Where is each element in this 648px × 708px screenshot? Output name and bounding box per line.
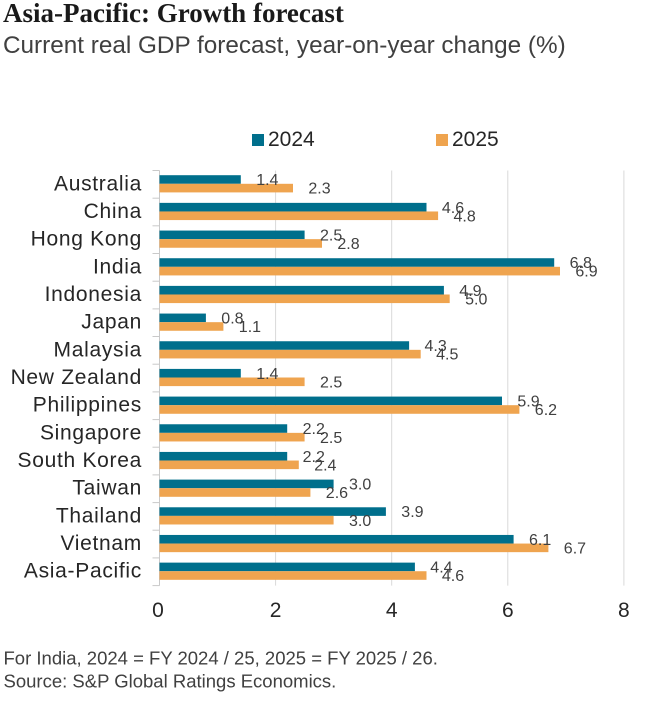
svg-text:Australia: Australia [54,172,142,195]
svg-text:2.4: 2.4 [314,457,336,474]
svg-text:1.4: 1.4 [256,172,278,189]
svg-text:2.8: 2.8 [337,236,359,253]
svg-text:Vietnam: Vietnam [60,532,142,555]
svg-text:0.8: 0.8 [221,311,243,328]
svg-text:2: 2 [270,599,282,622]
svg-text:4.3: 4.3 [425,338,447,355]
svg-text:Singapore: Singapore [40,421,142,444]
svg-text:New Zealand: New Zealand [11,366,142,389]
svg-text:3.0: 3.0 [349,477,371,494]
svg-text:2.6: 2.6 [326,485,348,502]
svg-text:China: China [84,200,142,223]
svg-text:4.9: 4.9 [459,283,481,300]
svg-text:4.8: 4.8 [454,208,476,225]
svg-text:Asia-Pacific: Growth forecast: Asia-Pacific: Growth forecast [3,0,344,28]
svg-text:5.0: 5.0 [465,291,487,308]
svg-text:India: India [93,255,142,278]
svg-text:Thailand: Thailand [56,504,142,527]
svg-text:Malaysia: Malaysia [54,338,142,361]
svg-text:6.8: 6.8 [570,255,592,272]
svg-text:Asia-Pacific: Asia-Pacific [24,560,142,583]
svg-text:6.1: 6.1 [529,532,551,549]
svg-text:Indonesia: Indonesia [45,283,142,306]
svg-text:2024: 2024 [268,128,315,151]
svg-text:Taiwan: Taiwan [72,477,142,500]
svg-text:Hong Kong: Hong Kong [31,228,142,251]
svg-text:2.5: 2.5 [320,374,342,391]
svg-text:6.9: 6.9 [575,264,597,281]
svg-text:Current real GDP forecast, yea: Current real GDP forecast, year-on-year … [3,32,566,59]
svg-text:2.5: 2.5 [320,430,342,447]
svg-text:1.4: 1.4 [256,366,278,383]
svg-text:6.7: 6.7 [564,540,586,557]
svg-text:0: 0 [152,599,164,622]
svg-text:8: 8 [618,599,630,622]
svg-text:4.6: 4.6 [442,568,464,585]
svg-text:5.9: 5.9 [517,394,539,411]
svg-text:South Korea: South Korea [18,449,142,472]
svg-text:1.1: 1.1 [239,319,261,336]
svg-text:2.5: 2.5 [320,227,342,244]
svg-text:2.3: 2.3 [308,181,330,198]
svg-text:6.2: 6.2 [535,402,557,419]
svg-text:2.2: 2.2 [303,449,325,466]
svg-text:4.6: 4.6 [442,200,464,217]
svg-text:6: 6 [502,599,514,622]
svg-text:2.2: 2.2 [303,421,325,438]
svg-text:2025: 2025 [452,128,499,151]
svg-text:4.5: 4.5 [436,347,458,364]
svg-text:Philippines: Philippines [33,394,142,417]
svg-text:4.4: 4.4 [430,560,452,577]
svg-text:Source: S&P Global Ratings Eco: Source: S&P Global Ratings Economics. [4,670,337,691]
svg-text:3.9: 3.9 [401,504,423,521]
svg-text:4: 4 [386,599,398,622]
svg-text:Japan: Japan [81,311,142,334]
svg-text:3.0: 3.0 [349,513,371,530]
svg-text:For India, 2024 = FY 2024 / 25: For India, 2024 = FY 2024 / 25, 2025 = F… [4,648,438,669]
